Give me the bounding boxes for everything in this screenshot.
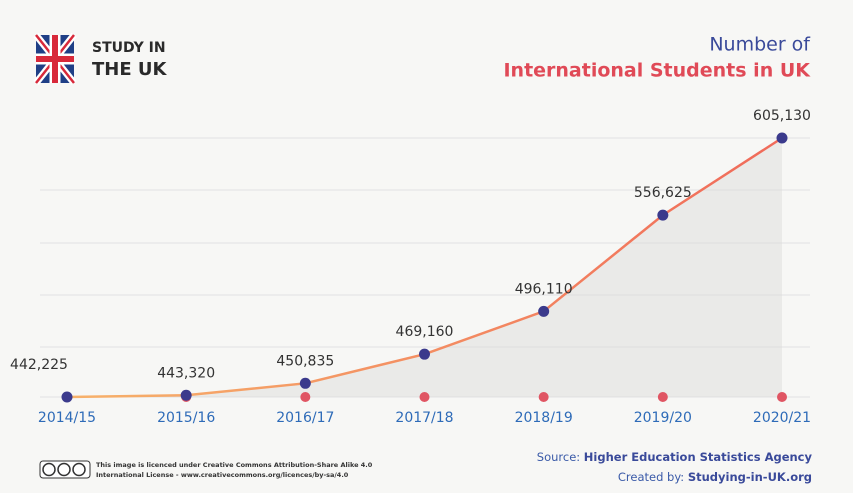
x-tick-label: 2016/17	[276, 410, 334, 426]
x-tick-label: 2015/16	[157, 410, 215, 426]
value-label: 605,130	[753, 108, 811, 124]
plot: 442,225 2014/15 443,320 2015/16 450,835 2016/…	[10, 108, 811, 426]
point	[419, 348, 430, 360]
point	[657, 209, 669, 221]
point	[299, 377, 311, 389]
point	[776, 132, 788, 144]
brand-line2: THE UK	[92, 59, 168, 80]
created-by: Created by: Studying-in-UK.org	[618, 470, 812, 484]
base-marker	[419, 392, 430, 402]
base-marker	[538, 392, 549, 402]
created-name: Studying-in-UK.org	[688, 470, 812, 484]
base-marker	[657, 392, 668, 402]
area	[67, 138, 782, 397]
value-label: 450,835	[276, 353, 334, 369]
value-label: 496,110	[515, 281, 573, 297]
value-label: 443,320	[157, 365, 215, 381]
x-tick-label: 2017/18	[395, 410, 453, 426]
x-tick-label: 2019/20	[634, 410, 692, 426]
source-label: Source:	[537, 450, 580, 464]
point	[538, 305, 550, 317]
chart-subtitle: International Students in UK	[503, 60, 811, 82]
x-tick-label: 2020/21	[753, 410, 811, 426]
value-label: 442,225	[10, 357, 68, 373]
license-line1: This image is licenced under Creative Co…	[96, 461, 373, 469]
point	[61, 391, 73, 403]
x-tick-label: 2018/19	[515, 410, 573, 426]
value-label: 469,160	[396, 324, 454, 340]
base-marker	[777, 392, 787, 402]
source-name: Higher Education Statistics Agency	[584, 450, 813, 464]
point	[180, 389, 192, 401]
created-label: Created by:	[618, 470, 684, 484]
source: Source: Higher Education Statistics Agen…	[537, 450, 813, 464]
x-tick-label: 2014/15	[38, 410, 96, 426]
flag	[33, 32, 77, 86]
cc-badge	[39, 460, 91, 479]
value-label: 556,625	[634, 185, 692, 201]
brand-line1: STUDY IN	[92, 40, 166, 56]
base-marker	[300, 392, 311, 402]
chart-title: Number of	[709, 34, 811, 56]
license-line2: International License - www.creativecomm…	[96, 471, 349, 479]
